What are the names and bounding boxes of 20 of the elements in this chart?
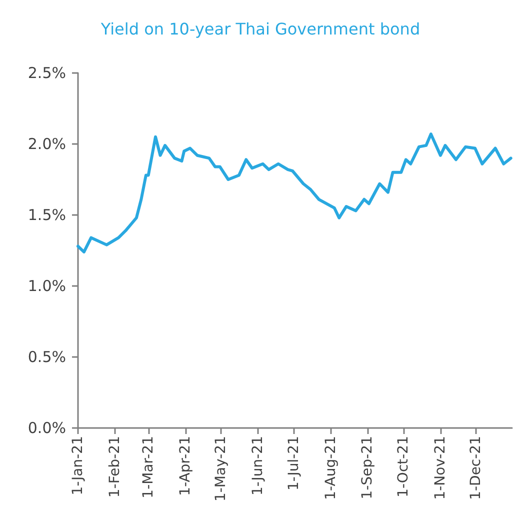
x-tick-label: 1-Jun-21 (250, 436, 266, 496)
x-tick-label: 1-Nov-21 (432, 436, 448, 500)
y-tick-label: 0.0% (28, 419, 66, 437)
x-tick-label: 1-Oct-21 (396, 436, 412, 498)
x-tick-label: 1-Dec-21 (468, 436, 484, 500)
x-tick-label: 1-Mar-21 (140, 436, 156, 498)
x-tick-label: 1-May-21 (213, 436, 230, 502)
x-tick-label: 1-Feb-21 (106, 436, 123, 498)
y-tick-label: 2.0% (28, 135, 66, 153)
x-tick-label: 1-Jul-21 (286, 436, 302, 490)
x-tick-label: 1-Apr-21 (177, 436, 194, 496)
chart-title: Yield on 10-year Thai Government bond (100, 20, 420, 38)
x-tick-label: 1-Aug-21 (322, 436, 339, 500)
line-series (76, 132, 512, 254)
y-tick-label: 1.0% (28, 277, 66, 295)
x-tick-label: 1-Sep-21 (360, 436, 376, 500)
y-tick-label: 0.5% (28, 348, 66, 366)
y-tick-label: 1.5% (28, 206, 66, 224)
x-tick-label: 1-Jan-21 (70, 436, 86, 496)
y-tick-label: 2.5% (28, 64, 66, 82)
